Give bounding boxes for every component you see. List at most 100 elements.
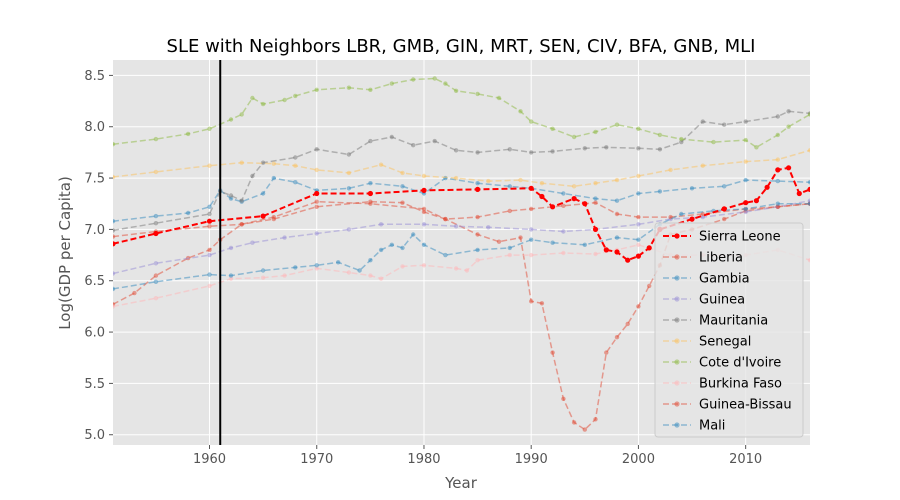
data-point [786, 165, 792, 171]
data-point [496, 95, 502, 101]
data-point [336, 260, 341, 265]
data-point [635, 253, 642, 259]
series-mauritania [113, 109, 810, 233]
data-point [207, 283, 212, 289]
data-point [593, 417, 598, 422]
data-point [561, 250, 566, 256]
data-point [346, 85, 352, 90]
data-point [529, 237, 534, 242]
data-point [775, 132, 780, 138]
legend-item: Mali [663, 419, 725, 434]
data-point [314, 263, 319, 268]
data-point [529, 299, 534, 304]
legend-marker [674, 233, 680, 239]
data-point [614, 335, 620, 340]
data-point [282, 235, 287, 240]
data-point [314, 231, 319, 236]
data-point [443, 216, 448, 222]
data-point [775, 201, 780, 206]
data-point [400, 170, 405, 176]
data-point [475, 232, 480, 237]
data-point [314, 147, 319, 152]
data-point [113, 234, 116, 239]
data-point [636, 222, 641, 227]
data-point [453, 88, 459, 94]
data-point [807, 180, 810, 185]
data-point [293, 163, 298, 168]
data-point [636, 237, 641, 242]
data-point [314, 190, 320, 197]
data-point [389, 242, 394, 247]
data-point [389, 81, 394, 86]
data-point [561, 191, 566, 196]
data-point [636, 242, 641, 247]
data-point [614, 211, 620, 217]
data-point [367, 190, 373, 197]
data-point [185, 131, 191, 137]
data-point [293, 180, 298, 185]
data-point [293, 265, 298, 270]
data-point [807, 148, 810, 153]
data-point [668, 167, 673, 173]
data-point [518, 235, 523, 240]
legend-marker [674, 317, 680, 323]
data-point [475, 181, 480, 186]
data-point [314, 266, 319, 271]
data-point [411, 143, 416, 148]
series-senegal [113, 148, 810, 189]
data-point [539, 193, 545, 200]
data-point [475, 258, 480, 263]
data-point [614, 122, 620, 127]
data-point [207, 247, 212, 253]
data-point [421, 263, 427, 268]
legend-item: Burkina Faso [663, 377, 782, 392]
data-point [743, 137, 748, 143]
data-point [571, 134, 577, 140]
data-point [400, 245, 405, 251]
legend-box [654, 222, 804, 438]
data-point [775, 178, 780, 184]
data-point [368, 181, 373, 186]
data-point [228, 193, 234, 198]
data-point [636, 191, 641, 196]
data-point [113, 142, 116, 147]
data-point [614, 249, 620, 255]
data-point [153, 221, 159, 226]
data-point [561, 396, 566, 401]
data-point [603, 247, 609, 253]
data-point [475, 91, 480, 97]
legend-marker [674, 401, 680, 407]
data-point [239, 198, 244, 203]
data-point [271, 161, 276, 166]
series-guinea-bissau [113, 199, 810, 239]
legend-marker [674, 380, 680, 386]
data-point [228, 196, 234, 201]
legend-label: Burkina Faso [699, 377, 782, 392]
data-point [722, 216, 727, 222]
data-point [614, 177, 620, 183]
x-tick-label: 1970 [300, 452, 333, 467]
data-point [593, 181, 598, 186]
x-axis-label: Year [444, 474, 478, 492]
data-point [604, 350, 609, 355]
data-point [368, 87, 373, 93]
legend-label: Senegal [699, 335, 751, 350]
data-point [282, 97, 287, 103]
data-point [314, 204, 319, 209]
data-point [679, 136, 684, 142]
data-point [807, 201, 810, 206]
data-point [636, 304, 641, 309]
x-tick-label: 1990 [515, 452, 548, 467]
data-point [421, 209, 427, 215]
data-point [529, 227, 534, 232]
legend-marker [674, 275, 680, 281]
data-point [528, 185, 534, 191]
data-point [582, 201, 588, 207]
data-point [421, 222, 427, 227]
data-point [700, 119, 705, 124]
data-point [550, 240, 555, 245]
data-point [153, 261, 159, 266]
data-point [132, 290, 137, 296]
data-point [743, 177, 748, 183]
data-point [346, 170, 352, 176]
